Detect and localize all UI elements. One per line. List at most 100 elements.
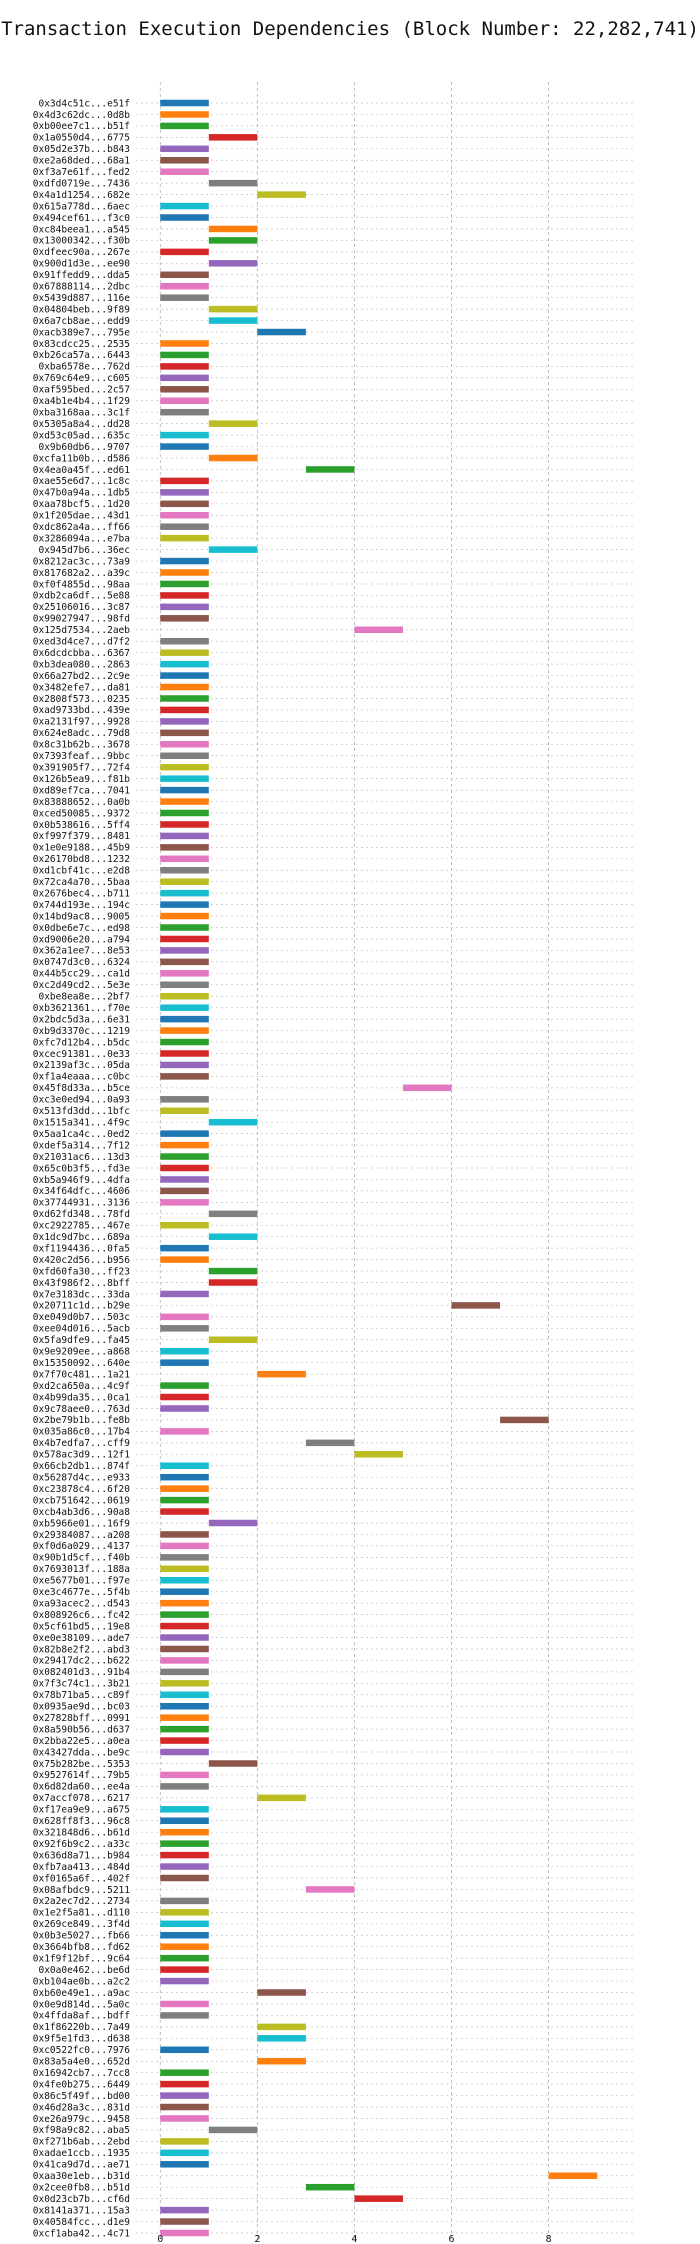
transaction-bar <box>160 1680 209 1687</box>
transaction-bar <box>160 1817 209 1824</box>
transaction-bar <box>160 958 209 966</box>
y-tick-label: 0x0d23cb7b...cf6d <box>33 2194 130 2205</box>
y-tick-label: 0xb26ca57a...6443 <box>33 350 130 361</box>
transaction-bar <box>160 145 209 153</box>
transaction-bar <box>160 2149 209 2157</box>
y-tick-label: 0x29417dc2...b622 <box>33 1656 130 1667</box>
y-tick-label: 0x513fd3dd...1bfc <box>33 1106 130 1117</box>
transaction-bar <box>160 1577 209 1584</box>
transaction-bar <box>160 1565 209 1573</box>
y-tick-label: 0x3d4c51c...e51f <box>38 98 130 109</box>
transaction-bar <box>208 237 258 244</box>
transaction-bar <box>160 1473 209 1481</box>
y-tick-label: 0x0747d3c0...6324 <box>33 957 131 968</box>
y-tick-label: 0xc84beea1...a545 <box>33 224 130 235</box>
y-tick-label: 0xdb2ca6df...5e88 <box>33 591 131 602</box>
transaction-bar <box>160 523 209 530</box>
y-tick-label: 0xcb751642...0619 <box>33 1495 131 1506</box>
transaction-bar <box>160 924 209 931</box>
transaction-bar <box>160 202 209 210</box>
transaction-bar <box>160 1554 209 1561</box>
transaction-bar <box>160 500 209 508</box>
y-tick-label: 0x2cee0fb8...b51d <box>33 2182 130 2193</box>
transaction-bar <box>160 592 209 599</box>
transaction-bar <box>208 260 258 267</box>
y-tick-label: 0x3286094a...e7ba <box>33 533 130 544</box>
transaction-bar <box>160 821 209 828</box>
transaction-bar <box>160 992 209 1000</box>
y-tick-label: 0x2139af3c...05da <box>33 1060 130 1071</box>
transaction-bar <box>160 718 209 725</box>
transaction-bar <box>160 1874 209 1882</box>
transaction-bar <box>160 786 209 794</box>
y-tick-label: 0x628ff8f3...96c8 <box>33 1816 131 1827</box>
y-tick-label: 0xcfa11b0b...d586 <box>33 453 131 464</box>
transaction-bar <box>160 1599 209 1607</box>
x-tick-label: 8 <box>546 2234 552 2244</box>
transaction-bar <box>160 2046 209 2054</box>
y-tick-label: 0xdfd0719e...7436 <box>33 178 131 189</box>
y-tick-label: 0x269ce849...3f4d <box>33 1919 130 1930</box>
transaction-bar <box>160 1645 209 1653</box>
y-tick-label: 0x7693013f...188a <box>33 1564 130 1575</box>
transaction-bar <box>160 157 209 164</box>
y-tick-label: 0x78b71ba5...c89f <box>33 1690 130 1701</box>
y-tick-label: 0x5439d887...116e <box>33 293 131 304</box>
transaction-bar <box>257 328 306 336</box>
y-tick-label: 0xa2131f97...9928 <box>33 717 131 728</box>
y-tick-label: 0xd9006e20...a794 <box>33 934 131 945</box>
transaction-bar <box>305 1439 355 1447</box>
y-tick-label: 0x8c31b62b...3678 <box>33 740 131 751</box>
y-tick-label: 0xadae1ccb...1935 <box>33 2148 130 2159</box>
y-tick-label: 0x6dcdcbba...6367 <box>33 648 130 659</box>
y-tick-label: 0x5cf61bd5...19e8 <box>33 1621 131 1632</box>
transaction-bar <box>160 489 209 496</box>
y-tick-label: 0x2be79b1b...fe8b <box>33 1415 131 1426</box>
transaction-bar <box>257 2023 306 2031</box>
transaction-bars <box>160 99 598 2237</box>
y-tick-label: 0x8141a371...15a3 <box>33 2205 130 2216</box>
y-tick-label: 0x7f70c481...1a21 <box>33 1369 131 1380</box>
y-tick-label: 0x578ac3d9...12f1 <box>33 1450 131 1461</box>
transaction-bar <box>257 2035 306 2042</box>
transaction-bar <box>160 1840 209 1847</box>
y-tick-label: 0x2a2ec7d2...2734 <box>33 1896 131 1907</box>
y-tick-label: 0xe049d0b7...503c <box>33 1312 130 1323</box>
y-tick-label: 0x67888114...2dbc <box>33 282 130 293</box>
y-tick-label: 0xa4b1e4b4...1f29 <box>33 396 131 407</box>
transaction-bar <box>257 1794 306 1802</box>
y-tick-label: 0x25106016...3c87 <box>33 602 130 613</box>
y-tick-label: 0x83cdcc25...2535 <box>33 339 130 350</box>
y-tick-label: 0xf0165a6f...402f <box>33 1873 130 1884</box>
y-tick-label: 0x8a590b56...d637 <box>33 1724 130 1735</box>
transaction-bar <box>160 775 209 782</box>
y-tick-label: 0xa93acec2...d543 <box>33 1598 130 1609</box>
transaction-bar <box>160 534 209 542</box>
transaction-bar <box>160 1508 209 1515</box>
transaction-bar <box>160 878 209 885</box>
y-tick-label: 0xae55e6d7...1c8c <box>33 476 130 487</box>
y-tick-label: 0xf0d6a029...4137 <box>33 1541 130 1552</box>
transaction-bar <box>160 1153 209 1160</box>
transaction-bar <box>160 1428 209 1435</box>
transaction-bar <box>160 603 209 611</box>
y-tick-label: 0x65c0b3f5...fd3e <box>33 1163 131 1174</box>
y-tick-label: 0xba6578e...762d <box>38 362 130 373</box>
transaction-bar <box>160 1164 209 1172</box>
y-tick-label: 0x14bd9ac8...9005 <box>33 911 130 922</box>
y-tick-label: 0x44b5cc29...ca1d <box>33 969 130 980</box>
transaction-bar <box>208 420 258 427</box>
transaction-bar <box>160 2103 209 2111</box>
y-tick-label: 0x2bdc5d3a...6e31 <box>33 1014 131 1025</box>
y-tick-label: 0xb3621361...f70e <box>33 1003 131 1014</box>
transaction-bar <box>160 1920 209 1928</box>
transaction-bar <box>160 1668 209 1676</box>
y-tick-label: 0xb5966e01...16f9 <box>33 1518 131 1529</box>
transaction-bar <box>160 741 209 748</box>
transaction-bar <box>160 672 209 679</box>
y-tick-label: 0xfd60fa30...ff23 <box>33 1266 130 1277</box>
transaction-bar <box>160 649 209 656</box>
transaction-bar <box>160 477 209 485</box>
transaction-bar <box>160 832 209 840</box>
y-tick-labels: 0x3d4c51c...e51f0x4d3c62dc...0d8b0xb00ee… <box>33 98 131 2239</box>
